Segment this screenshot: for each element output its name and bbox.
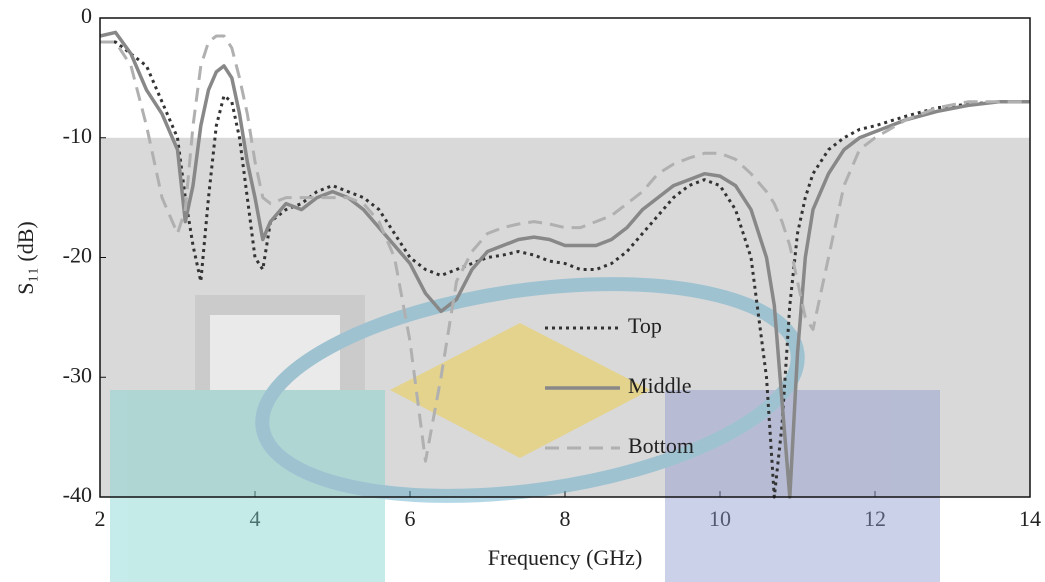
x-tick-label: 2 [95, 506, 106, 531]
x-tick-label: 14 [1019, 506, 1041, 531]
x-tick-label: 8 [560, 506, 571, 531]
x-axis-label: Frequency (GHz) [488, 545, 643, 570]
watermark-shape [665, 390, 940, 582]
legend-label: Top [628, 313, 662, 338]
y-tick-label: 0 [81, 3, 92, 28]
chart: 24681012140-10-20-30-40 Frequency (GHz) … [0, 0, 1045, 582]
y-tick-label: -10 [63, 123, 92, 148]
y-tick-label: -20 [63, 243, 92, 268]
y-tick-label: -30 [63, 362, 92, 387]
y-tick-label: -40 [63, 482, 92, 507]
legend-label: Middle [628, 373, 692, 398]
x-tick-label: 6 [405, 506, 416, 531]
legend-label: Bottom [628, 433, 694, 458]
y-axis-label: S₁₁ (dB) [13, 221, 38, 294]
